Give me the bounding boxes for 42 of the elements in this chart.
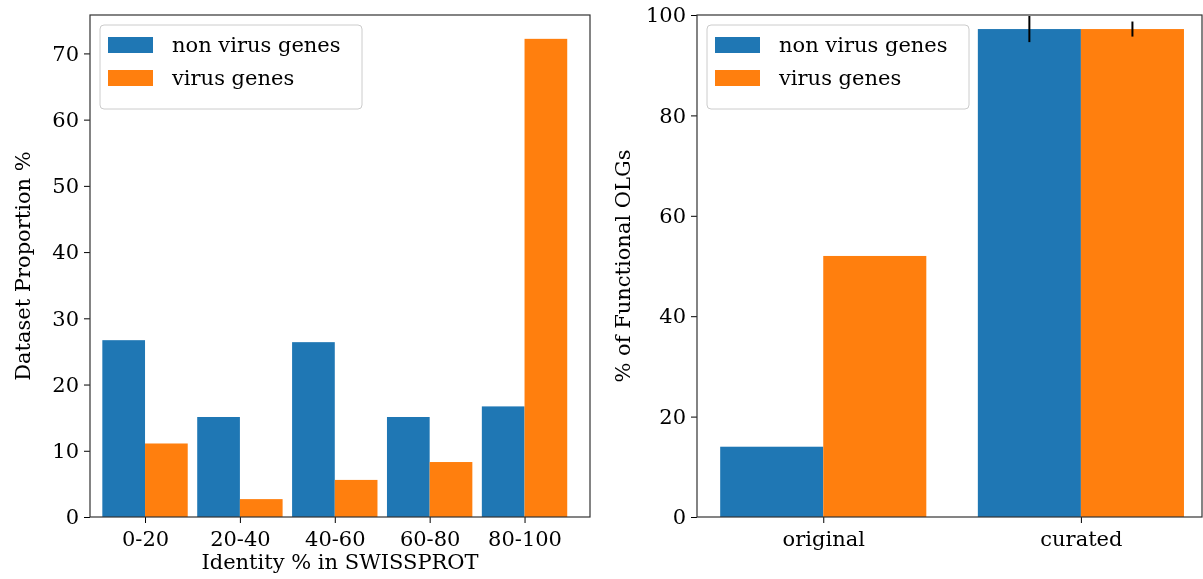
y-tick-label: 80 xyxy=(659,103,686,128)
y-tick-label: 20 xyxy=(52,372,79,397)
y-tick-label: 10 xyxy=(52,438,79,463)
y-tick-label: 60 xyxy=(52,107,79,132)
y-tick-label: 30 xyxy=(52,306,79,331)
y-tick-label: 100 xyxy=(645,3,686,28)
legend-label: virus genes xyxy=(778,66,902,90)
legend-label: virus genes xyxy=(171,66,295,90)
bar xyxy=(292,342,335,517)
bar xyxy=(720,446,824,517)
y-axis-title: Dataset Proportion % xyxy=(11,151,35,381)
legend-label: non virus genes xyxy=(172,33,341,57)
y-tick-label: 60 xyxy=(659,204,686,229)
legend-label: non virus genes xyxy=(779,33,948,57)
x-tick-label: original xyxy=(782,526,866,551)
bar xyxy=(481,406,525,517)
bar xyxy=(102,340,146,517)
y-tick-label: 40 xyxy=(52,240,79,265)
x-tick-label: 80-100 xyxy=(488,526,562,551)
x-tick-label: 40-60 xyxy=(305,526,366,551)
bar xyxy=(197,417,240,517)
bar xyxy=(977,29,1081,517)
x-tick-label: 20-40 xyxy=(210,526,271,551)
y-tick-label: 40 xyxy=(659,304,686,329)
y-tick-label: 20 xyxy=(659,404,686,429)
bar xyxy=(334,479,378,517)
y-tick-label: 70 xyxy=(52,41,79,66)
x-tick-label: curated xyxy=(1040,526,1123,551)
x-tick-label: 0-20 xyxy=(121,526,170,551)
x-axis-title: Identity % in SWISSPROT xyxy=(201,550,479,574)
y-tick-label: 50 xyxy=(52,174,79,199)
bar xyxy=(1080,29,1184,517)
bar xyxy=(823,255,927,517)
y-tick-label: 0 xyxy=(65,505,79,530)
y-tick-label: 0 xyxy=(672,505,686,530)
bar xyxy=(386,417,430,517)
bar xyxy=(239,499,283,517)
bar xyxy=(524,38,568,517)
x-tick-label: 60-80 xyxy=(399,526,461,551)
y-axis-title: % of Functional OLGs xyxy=(611,149,635,383)
bar xyxy=(145,443,188,517)
bar xyxy=(429,462,473,517)
